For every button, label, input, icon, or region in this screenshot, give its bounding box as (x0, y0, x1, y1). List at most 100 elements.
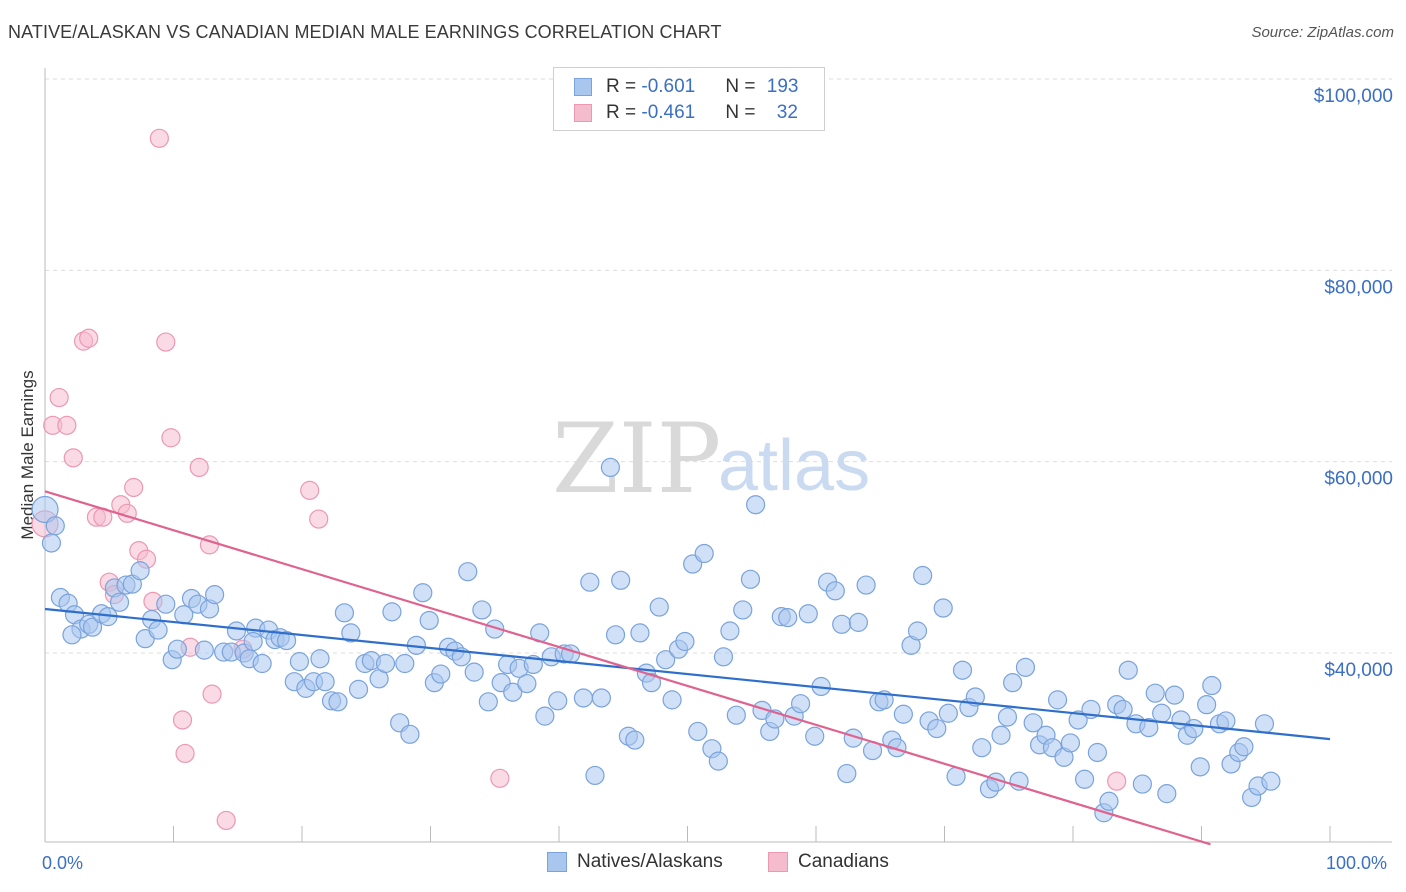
point-natives (591, 688, 612, 708)
point-natives (720, 621, 740, 641)
point-natives (485, 619, 505, 639)
r-value: -0.601 (641, 76, 696, 97)
r-label: R = (606, 102, 642, 123)
point-natives (62, 625, 82, 645)
point-canadians (49, 387, 69, 408)
point-natives (832, 614, 852, 634)
point-natives (1254, 714, 1275, 734)
point-natives (395, 653, 415, 674)
point-natives (1015, 657, 1036, 677)
legend-item-canadians[interactable]: Canadians (768, 851, 889, 873)
point-natives (848, 612, 869, 632)
n-value: 193 (766, 76, 799, 97)
point-canadians (309, 509, 329, 529)
watermark-atlas: atlas (718, 426, 870, 506)
point-natives (708, 751, 728, 771)
point-natives (156, 594, 176, 614)
point-natives (45, 516, 65, 536)
point-natives (341, 623, 361, 643)
point-natives (694, 543, 714, 564)
n-label: N = (725, 76, 761, 97)
point-canadians (172, 710, 193, 730)
point-natives (600, 457, 621, 478)
point-natives (1087, 742, 1108, 763)
y-tick-labels: $40,000 $60,000 $80,000 $100,000 (1314, 86, 1393, 681)
point-canadians (189, 457, 209, 478)
y-tick-label: $100,000 (1314, 86, 1393, 107)
point-natives (419, 610, 439, 631)
point-natives (726, 705, 746, 725)
point-natives (1132, 774, 1152, 794)
point-natives (1060, 733, 1081, 753)
point-natives (348, 679, 369, 699)
legend-swatch-blue (574, 78, 592, 96)
point-natives (1190, 757, 1210, 777)
point-natives (580, 572, 600, 592)
point-natives (31, 495, 59, 524)
point-natives (1261, 771, 1281, 791)
point-natives (458, 562, 478, 582)
point-natives (1202, 675, 1222, 696)
legend-item-natives[interactable]: Natives/Alaskans (547, 851, 723, 873)
point-natives (1139, 718, 1159, 738)
point-natives (573, 688, 594, 708)
point-natives (972, 738, 992, 758)
point-natives (952, 660, 973, 680)
point-natives (837, 763, 857, 784)
point-canadians (161, 428, 181, 448)
legend-swatch-canadians (768, 852, 788, 872)
y-tick-label: $40,000 (1324, 660, 1393, 681)
grid-lines (45, 78, 1392, 654)
point-natives (1145, 683, 1165, 703)
point-natives (472, 600, 492, 620)
point-natives (1152, 703, 1172, 723)
point-natives (315, 672, 335, 692)
y-tick-label: $80,000 (1324, 277, 1393, 298)
point-canadians (216, 810, 236, 831)
point-natives (148, 620, 168, 640)
legend-swatch-pink (574, 104, 592, 122)
point-canadians (202, 684, 222, 704)
point-natives (997, 707, 1018, 727)
point-natives (798, 604, 818, 624)
point-natives (805, 726, 825, 746)
point-natives (535, 706, 555, 726)
n-value: 32 (776, 102, 798, 123)
point-natives (167, 639, 187, 659)
r-value: -0.461 (641, 102, 696, 123)
point-natives (1164, 685, 1185, 705)
trend-lines (44, 490, 1331, 846)
chart-title: NATIVE/ALASKAN VS CANADIAN MEDIAN MALE E… (8, 22, 722, 42)
watermark: ZIP atlas (552, 403, 870, 515)
n-label: N = (725, 102, 761, 123)
point-natives (649, 597, 669, 617)
point-natives (1003, 673, 1023, 693)
point-canadians (1107, 771, 1127, 791)
point-natives (856, 575, 876, 595)
trend-line-natives (44, 607, 1331, 741)
point-natives (893, 704, 913, 724)
point-natives (662, 690, 682, 710)
point-natives (310, 649, 330, 669)
point-natives (548, 691, 568, 711)
point-natives (382, 602, 402, 622)
point-natives (746, 495, 766, 515)
x-tick-min: 0.0% (42, 853, 84, 873)
x-tick-max: 100.0% (1326, 853, 1388, 873)
point-natives (503, 682, 523, 702)
point-natives (733, 600, 753, 620)
legend-label-natives: Natives/Alaskans (577, 851, 723, 872)
point-canadians (79, 328, 99, 348)
point-natives (400, 724, 420, 744)
point-natives (1197, 695, 1217, 715)
point-natives (630, 623, 650, 643)
point-natives (205, 585, 225, 605)
point-canadians (124, 477, 144, 498)
point-natives (41, 533, 62, 553)
point-natives (790, 694, 811, 714)
y-tick-label: $60,000 (1324, 469, 1393, 490)
point-natives (1157, 784, 1177, 804)
point-natives (675, 631, 695, 652)
point-natives (276, 630, 297, 651)
point-natives (328, 692, 348, 712)
